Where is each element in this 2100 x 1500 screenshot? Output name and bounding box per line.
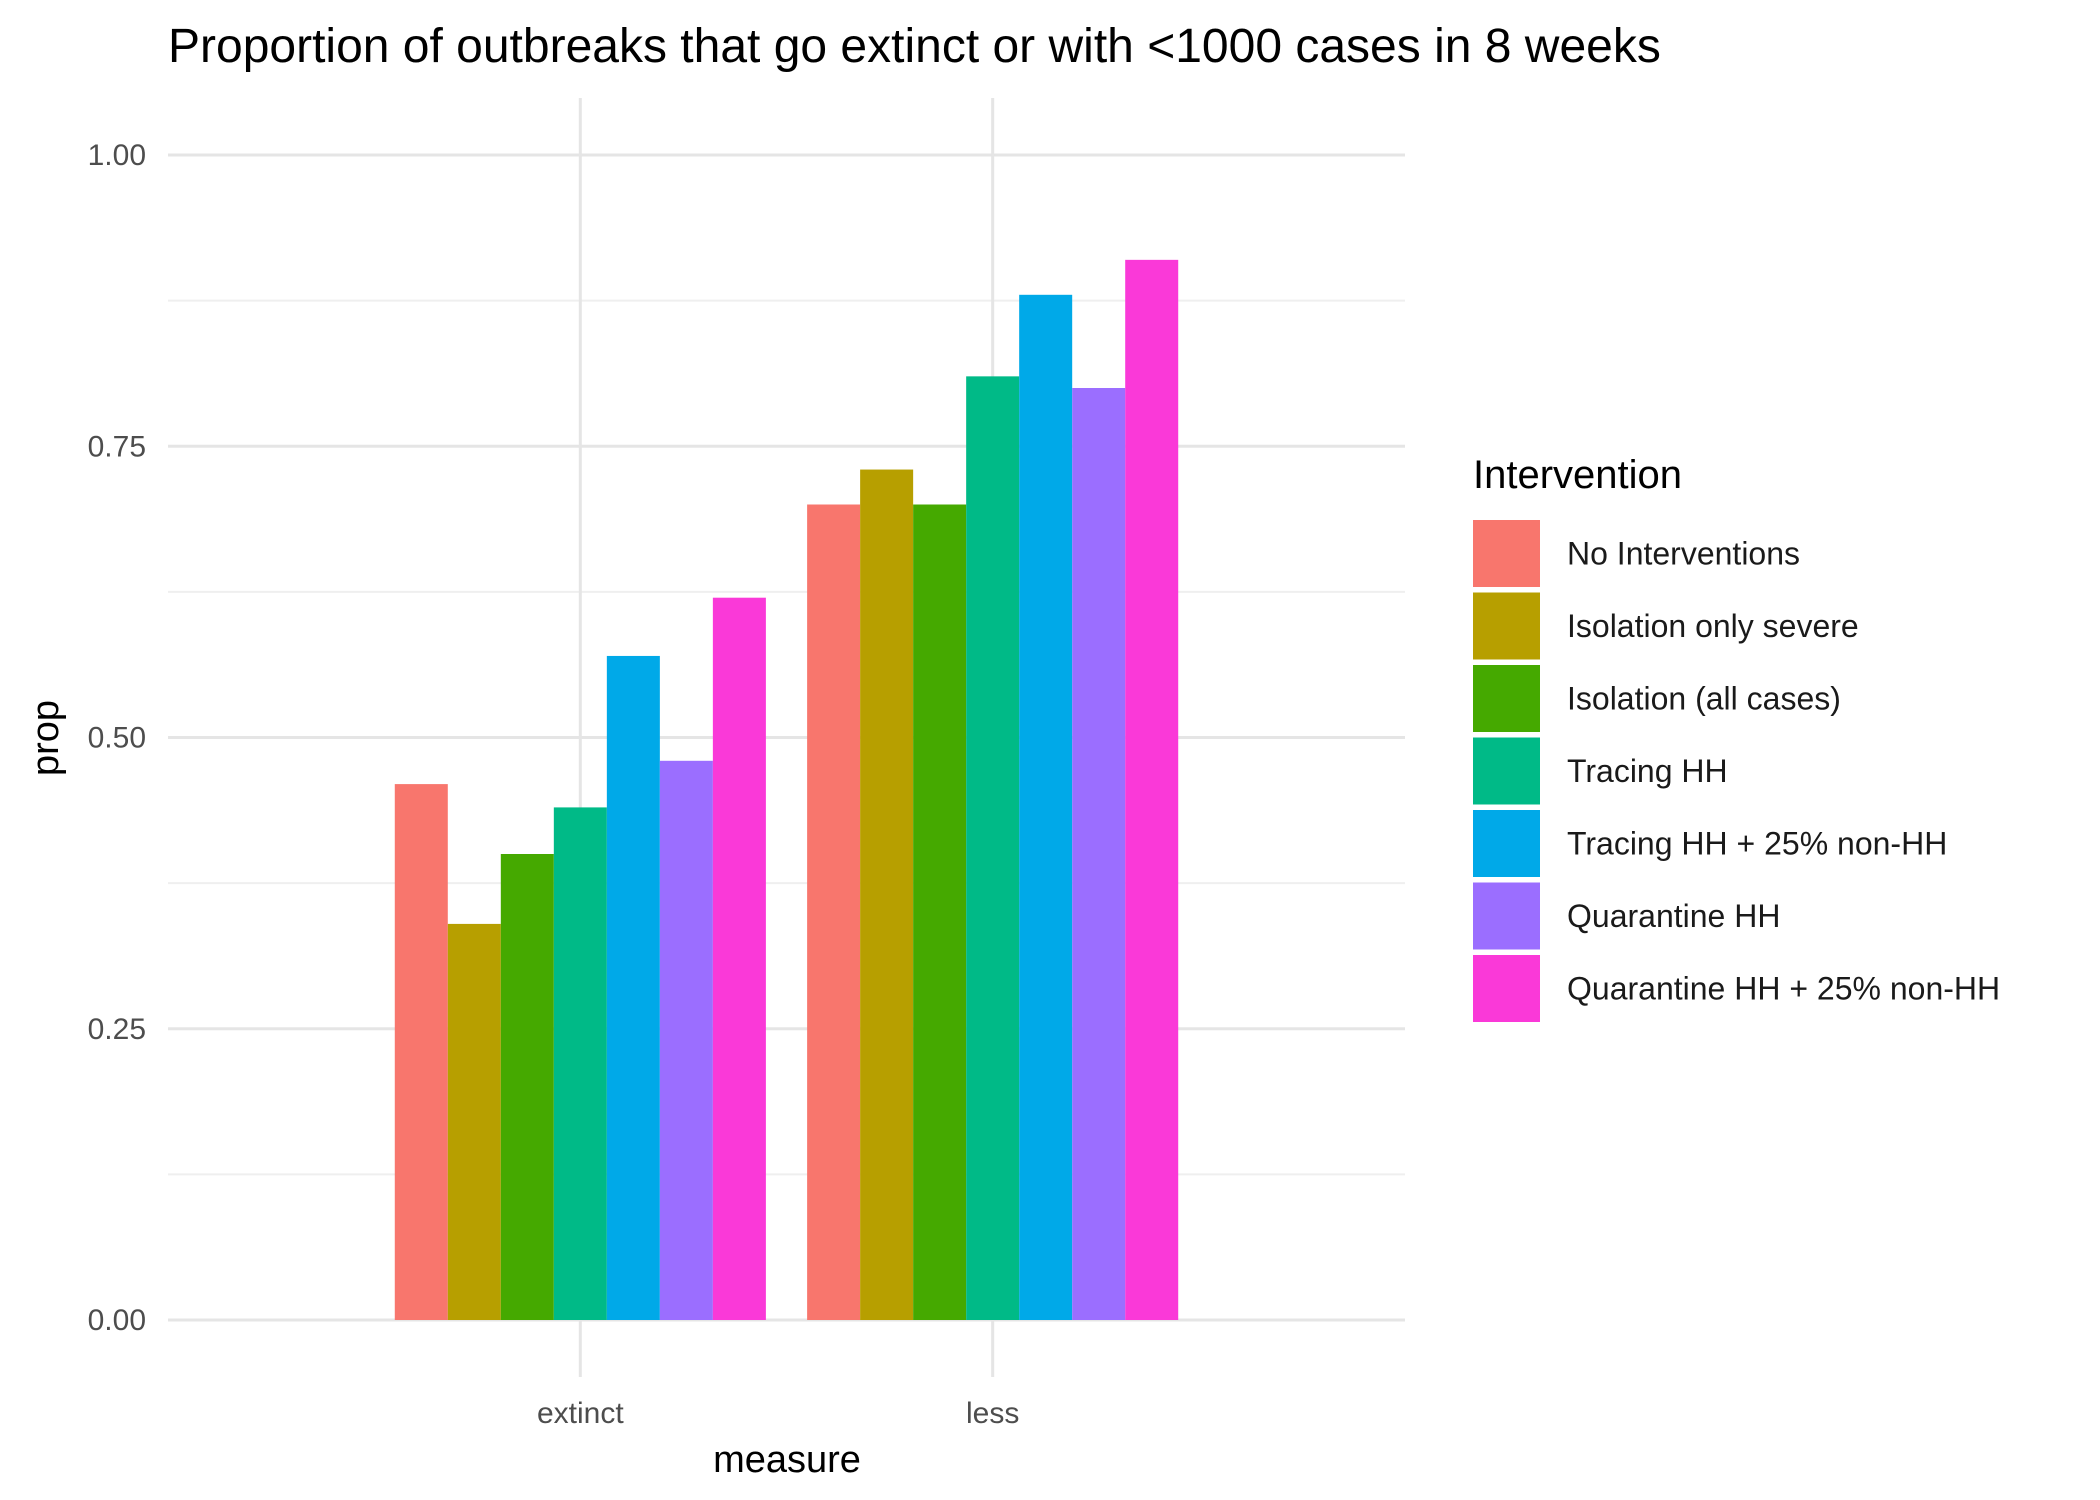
legend-label: Isolation only severe: [1567, 608, 1859, 644]
legend-key: [1473, 955, 1540, 1022]
y-axis-ticks: 0.00 0.25 0.50 0.75 1.00: [88, 139, 146, 1337]
y-tick-label: 0.50: [88, 722, 146, 755]
legend-key: [1473, 592, 1540, 660]
bar: [1019, 294, 1073, 1320]
y-tick-label: 0.25: [88, 1013, 146, 1046]
y-tick-label: 0.75: [88, 430, 146, 463]
legend-label: Isolation (all cases): [1567, 681, 1841, 717]
legend-key: [1473, 665, 1540, 732]
x-tick-label: less: [966, 1397, 1019, 1430]
legend-key: [1473, 810, 1540, 877]
chart-title: Proportion of outbreaks that go extinct …: [168, 20, 1661, 73]
bars-group: [394, 259, 1179, 1321]
bar: [966, 376, 1020, 1321]
y-tick-label: 1.00: [88, 139, 146, 172]
y-tick-label: 0.00: [88, 1304, 146, 1337]
legend-label: Quarantine HH + 25% non-HH: [1567, 971, 2000, 1007]
legend-items: No Interventions Isolation only severe Iso…: [1473, 520, 2000, 1022]
bar: [553, 807, 607, 1320]
bar: [1072, 388, 1126, 1320]
legend-label: Quarantine HH: [1567, 898, 1780, 934]
bar: [860, 469, 914, 1320]
legend-title: Intervention: [1473, 453, 1682, 497]
legend: Intervention No Interventions Isolation o…: [1473, 453, 2000, 1022]
y-axis-title: prop: [25, 700, 67, 776]
bar: [1125, 259, 1179, 1321]
x-axis-ticks: extinct less: [537, 1397, 1019, 1430]
legend-label: Tracing HH + 25% non-HH: [1567, 826, 1947, 862]
bar: [447, 923, 501, 1320]
bar: [807, 504, 861, 1320]
legend-key: [1473, 882, 1540, 950]
x-tick-label: extinct: [537, 1397, 624, 1430]
legend-label: Tracing HH: [1567, 753, 1728, 789]
bar: [913, 504, 967, 1320]
bar: [712, 597, 766, 1320]
bar: [606, 655, 660, 1320]
bar: [500, 854, 554, 1320]
bar: [659, 760, 713, 1320]
legend-key: [1473, 520, 1540, 587]
bar: [394, 784, 448, 1320]
x-axis-title: measure: [713, 1439, 861, 1481]
legend-key: [1473, 737, 1540, 805]
grid-lines: [168, 98, 1405, 1377]
legend-label: No Interventions: [1567, 536, 1800, 572]
